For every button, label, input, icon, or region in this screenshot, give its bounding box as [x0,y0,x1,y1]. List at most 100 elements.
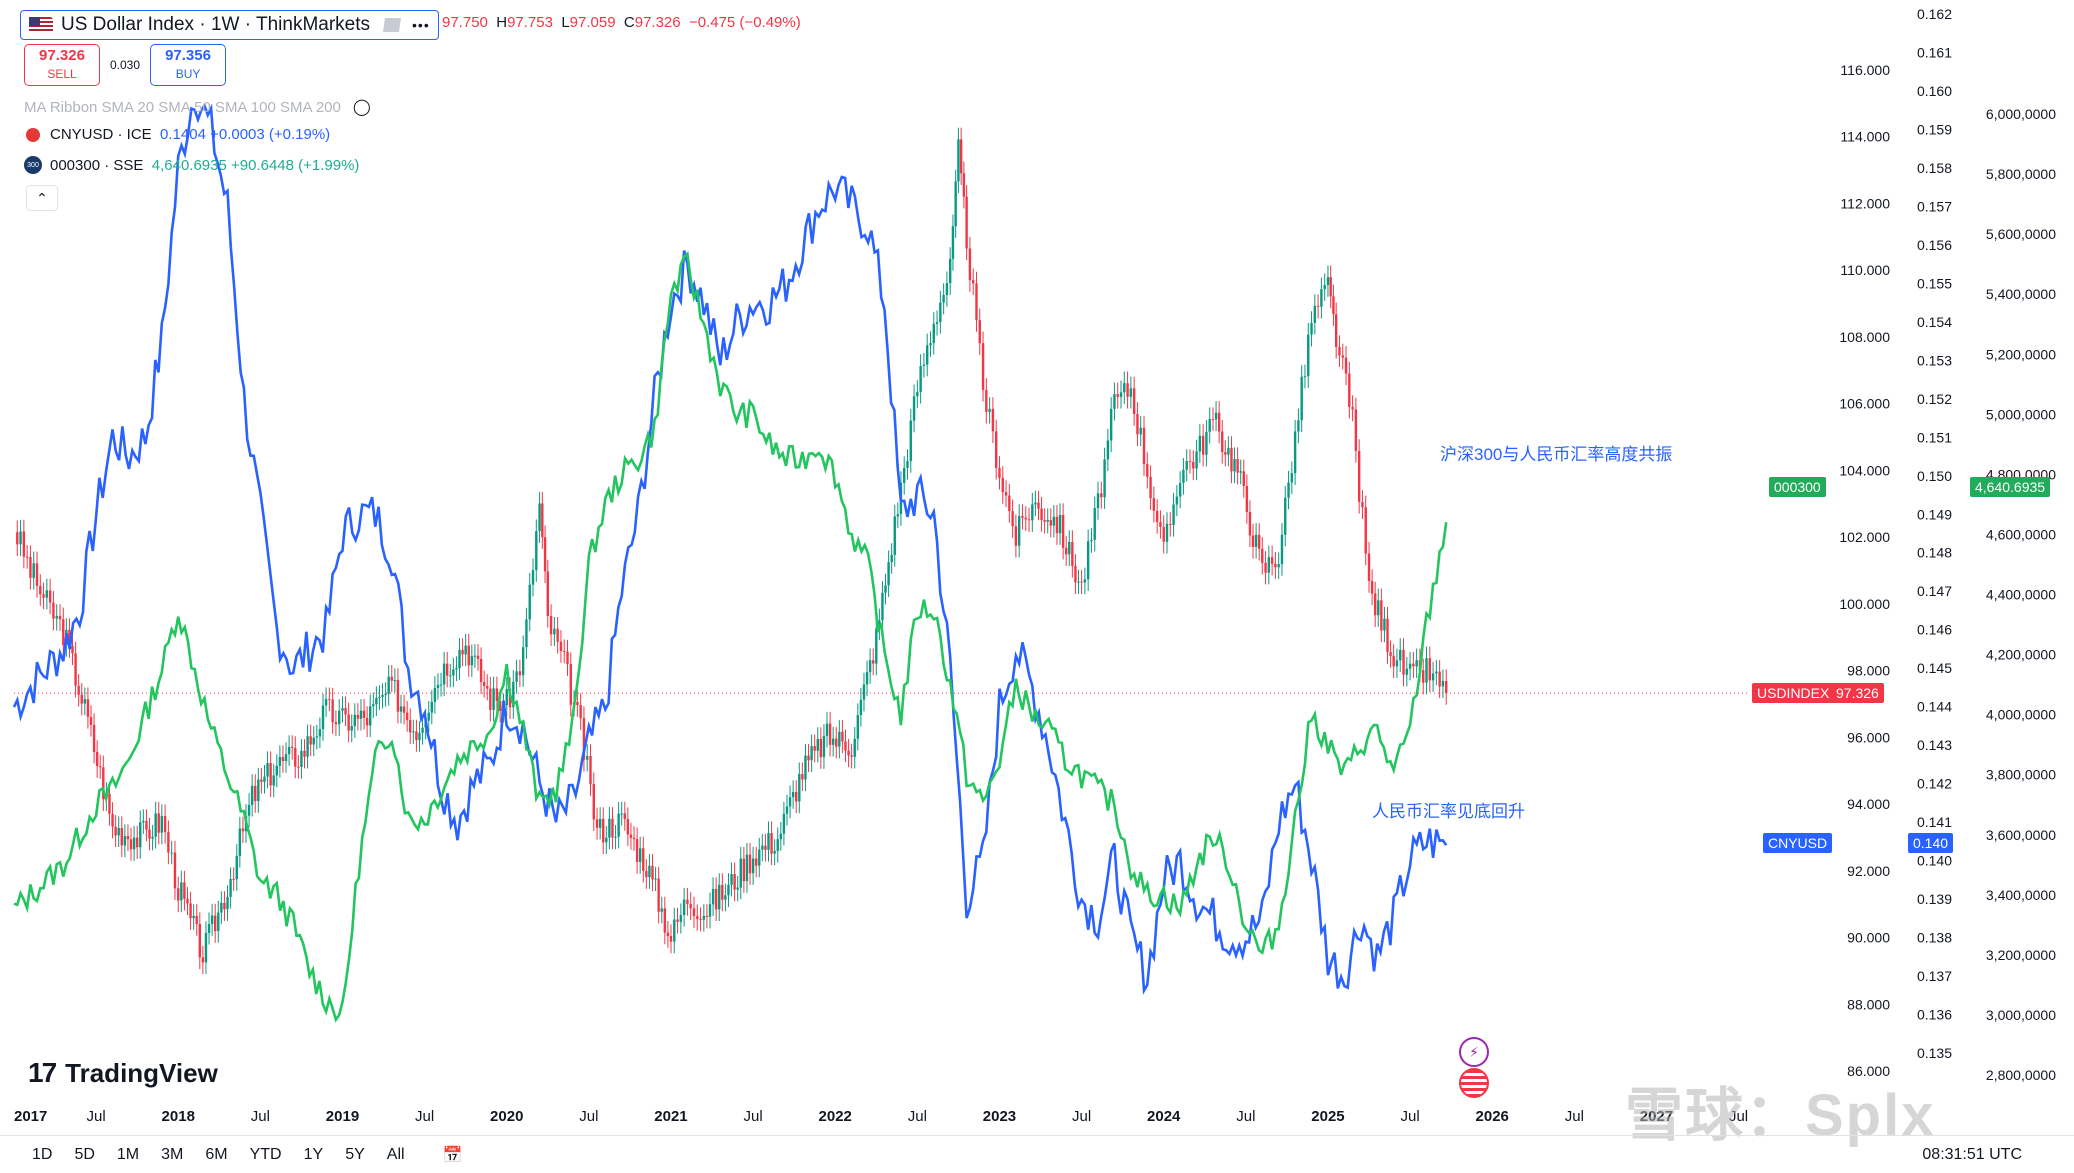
range-6m[interactable]: 6M [205,1145,228,1163]
ellipsis-icon[interactable]: ••• [412,17,430,33]
sse-value-tag: 4,640.6935 [1970,477,2051,497]
usd-candle [1373,593,1377,616]
annotation-bottom[interactable]: 人民币汇率见底回升 [1372,802,1525,821]
time-tick-label: 2022 [819,1108,852,1125]
sell-label: SELL [47,67,77,81]
sell-button[interactable]: 97.326 SELL [24,44,100,86]
usd-candle [238,828,242,856]
usd-candle [1233,459,1236,472]
usd-candle [232,879,235,881]
usd-candle [1214,412,1218,420]
trade-panel: 97.326 SELL 0.030 97.356 BUY [24,44,227,86]
usd-candle [1129,388,1133,397]
usd-candle [183,882,186,899]
usd-candle [1031,504,1034,521]
usd-candle [482,682,486,686]
annotation-top[interactable]: 沪深300与人民币汇率高度共振 [1440,445,1673,464]
usd-candle [638,848,642,863]
usd-candle [1284,497,1287,535]
usd-candle [328,699,331,701]
us-event-flag-icon[interactable] [1459,1068,1489,1098]
usd-candle [1011,511,1014,527]
collapse-legend-button[interactable]: ⌃ [26,185,58,211]
calendar-icon[interactable]: 📅 [442,1146,463,1164]
usd-candle [180,882,183,901]
usd-candle [1357,450,1361,502]
range-3m[interactable]: 3M [161,1145,184,1163]
time-tick-label: 2023 [983,1108,1016,1125]
range-ytd[interactable]: YTD [249,1145,282,1163]
usd-candle [705,915,709,917]
utc-clock[interactable]: 08:31:51 UTC [1922,1146,2022,1163]
usd-candle [645,870,648,878]
usd-price-axis[interactable]: 86.000 88.000 90.000 92.000 94.000 96.000 98.0… [1839,62,1890,1079]
usd-candle [804,755,807,780]
time-tick-label: 2025 [1311,1108,1344,1125]
range-all[interactable]: All [386,1145,405,1163]
usd-candle [1412,663,1415,667]
usd-candle [679,915,683,922]
usd-candle [512,681,515,708]
usd-candle [1370,581,1374,594]
usd-candle [1046,520,1049,522]
usd-candle [436,684,440,688]
usd-candle [1211,419,1215,421]
sse-price-axis[interactable]: 2,800,0000 3,000,0000 3,200,0000 3,400,0000… [1986,106,2056,1083]
usd-candle [1408,663,1412,669]
usd-candle [421,727,424,733]
usd-candle [887,562,890,586]
sse-tick-label: 3,800,0000 [1986,767,2056,783]
usd-candle [275,765,278,776]
usd-candle [1100,493,1103,498]
usd-candle [455,668,458,670]
usd-candle [686,899,689,904]
usd-candle [702,915,706,920]
usd-candle [214,915,217,932]
usd-candle [948,258,952,284]
usd-candle [39,585,42,595]
usd-candle [1332,296,1335,315]
time-axis[interactable]: 2017 Jul 2018 Jul 2019 Jul 2020 Jul 2021 Jul 2022 J… [14,1108,1748,1125]
range-5y[interactable]: 5Y [345,1145,365,1163]
tv-logo-icon: 17 [28,1057,57,1088]
usd-candle [553,628,556,635]
cny-tick-label: 0.155 [1917,275,1952,291]
usd-candle [272,775,275,786]
range-1y[interactable]: 1Y [303,1145,324,1163]
sse-legend[interactable]: 300 000300 · SSE 4,640.6935 +90.6448 (+1… [24,156,359,174]
usd-candle [1198,435,1202,452]
usd-candle [1274,563,1277,568]
usd-candle [608,818,611,838]
cny-tick-label: 0.141 [1917,814,1952,830]
range-5d[interactable]: 5D [74,1145,95,1163]
tradingview-logo[interactable]: 17 TradingView [28,1057,218,1089]
usd-candle [754,858,758,866]
usd-value-tag: 97.326 [1831,683,1884,703]
cnyusd-legend[interactable]: CNYUSD · ICE 0.1404 +0.0003 (+0.19%) [24,126,330,143]
usd-candle [682,899,686,916]
buy-button[interactable]: 97.356 BUY [150,44,227,86]
usd-candle [592,784,595,820]
usd-candle [442,663,446,685]
symbol-title-box[interactable]: US Dollar Index · 1W · ThinkMarkets ••• [20,10,439,40]
usd-candle [445,663,449,676]
cnyusd-series-line [12,102,1448,995]
usd-candle [1297,420,1300,432]
flag-marker-icon[interactable] [383,18,401,32]
range-1d[interactable]: 1D [32,1145,53,1163]
usd-candle [1367,553,1371,582]
usd-candle [1248,512,1252,536]
usd-candle [210,915,214,925]
usd-candle [1425,658,1428,683]
cny-price-axis[interactable]: 0.135 0.136 0.137 0.138 0.139 0.140 0.141 0.142… [1917,6,1952,1061]
usd-candle [822,735,826,758]
usd-candle [300,750,303,768]
usd-candle [1395,660,1399,667]
eye-hidden-icon[interactable]: ◯ [352,99,371,116]
range-1m[interactable]: 1M [116,1145,140,1163]
lightning-event-icon[interactable]: ⚡ [1459,1037,1489,1067]
sse-tick-label: 2,800,0000 [1986,1067,2056,1083]
cny-tick-label: 0.146 [1917,622,1952,638]
ma-ribbon-legend[interactable]: MA Ribbon SMA 20 SMA 50 SMA 100 SMA 200 … [24,97,371,117]
